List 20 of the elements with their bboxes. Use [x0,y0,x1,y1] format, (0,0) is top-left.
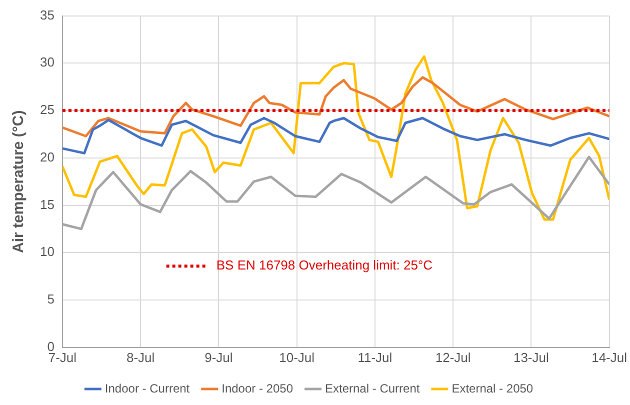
y-tick-label: 30 [40,54,54,70]
y-tick-label: 35 [40,7,54,22]
x-tick-label: 8-Jul [126,350,155,365]
legend-label: External - Current [325,381,420,396]
legend-label: Indoor - Current [104,381,190,396]
y-axis-title: Air temperature (°C) [10,110,28,253]
legend-label: BS EN 16798 Overheating limit: 25°C [216,258,433,273]
x-tick-label: 11-Jul [358,350,392,365]
legend-label: Indoor - 2050 [222,381,294,396]
x-tick-label: 12-Jul [435,350,471,365]
y-tick-label: 15 [40,196,54,212]
y-tick-label: 5 [47,292,54,307]
x-tick-label: 14-Jul [592,350,628,365]
x-tick-label: 10-Jul [279,350,315,365]
x-tick-label: 13-Jul [513,350,549,365]
legend-label: External - 2050 [452,381,534,396]
y-tick-label: 20 [40,149,54,164]
y-tick-label: 10 [40,244,54,260]
y-tick-label: 25 [40,102,54,118]
x-tick-label: 9-Jul [204,350,233,365]
